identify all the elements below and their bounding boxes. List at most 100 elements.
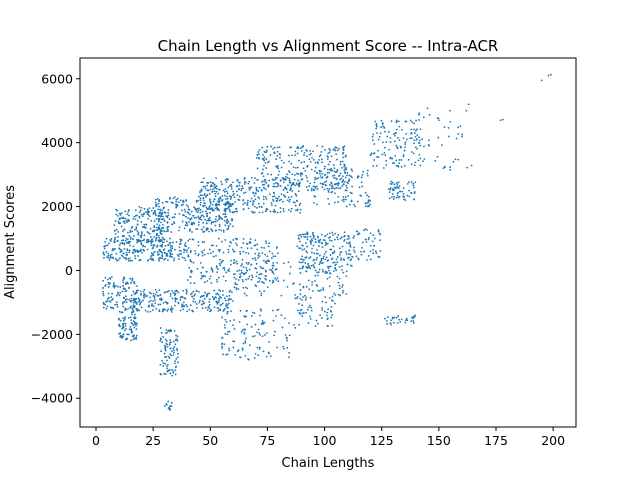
data-point — [194, 301, 197, 303]
data-point — [170, 249, 172, 251]
data-point — [413, 164, 416, 167]
data-point — [154, 198, 157, 201]
data-point — [413, 142, 415, 145]
data-point — [501, 118, 504, 121]
data-point — [366, 172, 369, 175]
data-point — [263, 321, 266, 324]
data-point — [147, 232, 150, 234]
data-point — [118, 212, 121, 215]
y-tick-label: 2000 — [41, 199, 73, 214]
data-point — [343, 145, 346, 148]
data-point — [151, 304, 154, 307]
data-point — [169, 372, 172, 375]
data-point — [348, 252, 350, 255]
data-point — [259, 308, 262, 311]
data-point — [174, 293, 176, 296]
data-point — [125, 254, 128, 256]
data-point — [294, 154, 297, 157]
data-point — [155, 205, 157, 208]
data-point — [378, 232, 381, 235]
data-point — [149, 236, 152, 238]
data-point — [245, 294, 248, 297]
data-point — [216, 280, 219, 283]
data-point — [108, 242, 110, 245]
data-point — [130, 330, 133, 333]
data-point — [163, 220, 166, 222]
data-point — [216, 300, 218, 303]
data-point — [256, 248, 259, 251]
data-point — [306, 150, 308, 152]
data-point — [373, 143, 376, 145]
data-point — [153, 225, 156, 227]
data-point — [411, 316, 413, 319]
data-point — [351, 185, 354, 188]
data-point — [139, 248, 142, 251]
data-point — [398, 125, 401, 128]
data-point — [268, 352, 270, 355]
data-point — [309, 149, 312, 152]
data-point — [242, 342, 245, 345]
data-point — [173, 329, 176, 332]
data-point — [224, 224, 227, 227]
data-point — [266, 255, 269, 258]
data-point — [280, 294, 283, 297]
data-point — [175, 334, 177, 337]
data-point — [188, 238, 191, 241]
data-point — [221, 336, 223, 339]
data-point — [294, 193, 297, 195]
data-point — [132, 245, 135, 248]
data-point — [274, 277, 277, 280]
data-point — [302, 265, 305, 268]
data-point — [250, 247, 253, 250]
data-point — [139, 303, 141, 306]
data-point — [143, 296, 146, 299]
data-point — [242, 187, 244, 190]
data-point — [228, 245, 231, 247]
data-point — [210, 267, 213, 269]
data-point — [383, 152, 386, 154]
data-point — [218, 201, 220, 204]
data-point — [237, 279, 240, 281]
data-point — [123, 217, 125, 220]
data-point — [290, 207, 293, 210]
data-point — [395, 144, 398, 147]
data-point — [108, 283, 110, 286]
data-point — [413, 128, 415, 131]
data-point — [128, 257, 131, 260]
data-point — [343, 169, 346, 171]
data-point — [225, 190, 228, 193]
data-point — [122, 279, 124, 282]
data-point — [130, 297, 133, 300]
data-point — [287, 356, 290, 359]
data-point — [189, 260, 192, 263]
data-point — [245, 269, 248, 272]
data-point — [257, 196, 260, 198]
data-point — [134, 300, 137, 303]
data-point — [154, 212, 157, 215]
data-point — [271, 267, 274, 270]
data-point — [261, 252, 264, 254]
data-point — [240, 246, 243, 249]
data-point — [185, 245, 187, 248]
data-point — [234, 242, 237, 245]
data-point — [269, 193, 271, 196]
data-point — [268, 340, 271, 343]
data-point — [277, 280, 280, 283]
data-point — [229, 320, 232, 322]
data-point — [163, 238, 166, 241]
data-point — [146, 248, 149, 251]
data-point — [129, 277, 132, 280]
data-point — [158, 199, 161, 201]
data-point — [282, 189, 285, 191]
data-point — [298, 323, 300, 326]
data-point — [317, 177, 320, 179]
data-point — [233, 286, 236, 289]
data-point — [169, 405, 172, 407]
data-point — [103, 247, 106, 250]
data-point — [346, 174, 348, 177]
data-point — [107, 278, 109, 281]
data-point — [212, 200, 215, 203]
data-point — [388, 197, 391, 200]
data-point — [380, 119, 383, 122]
data-point — [208, 303, 211, 306]
